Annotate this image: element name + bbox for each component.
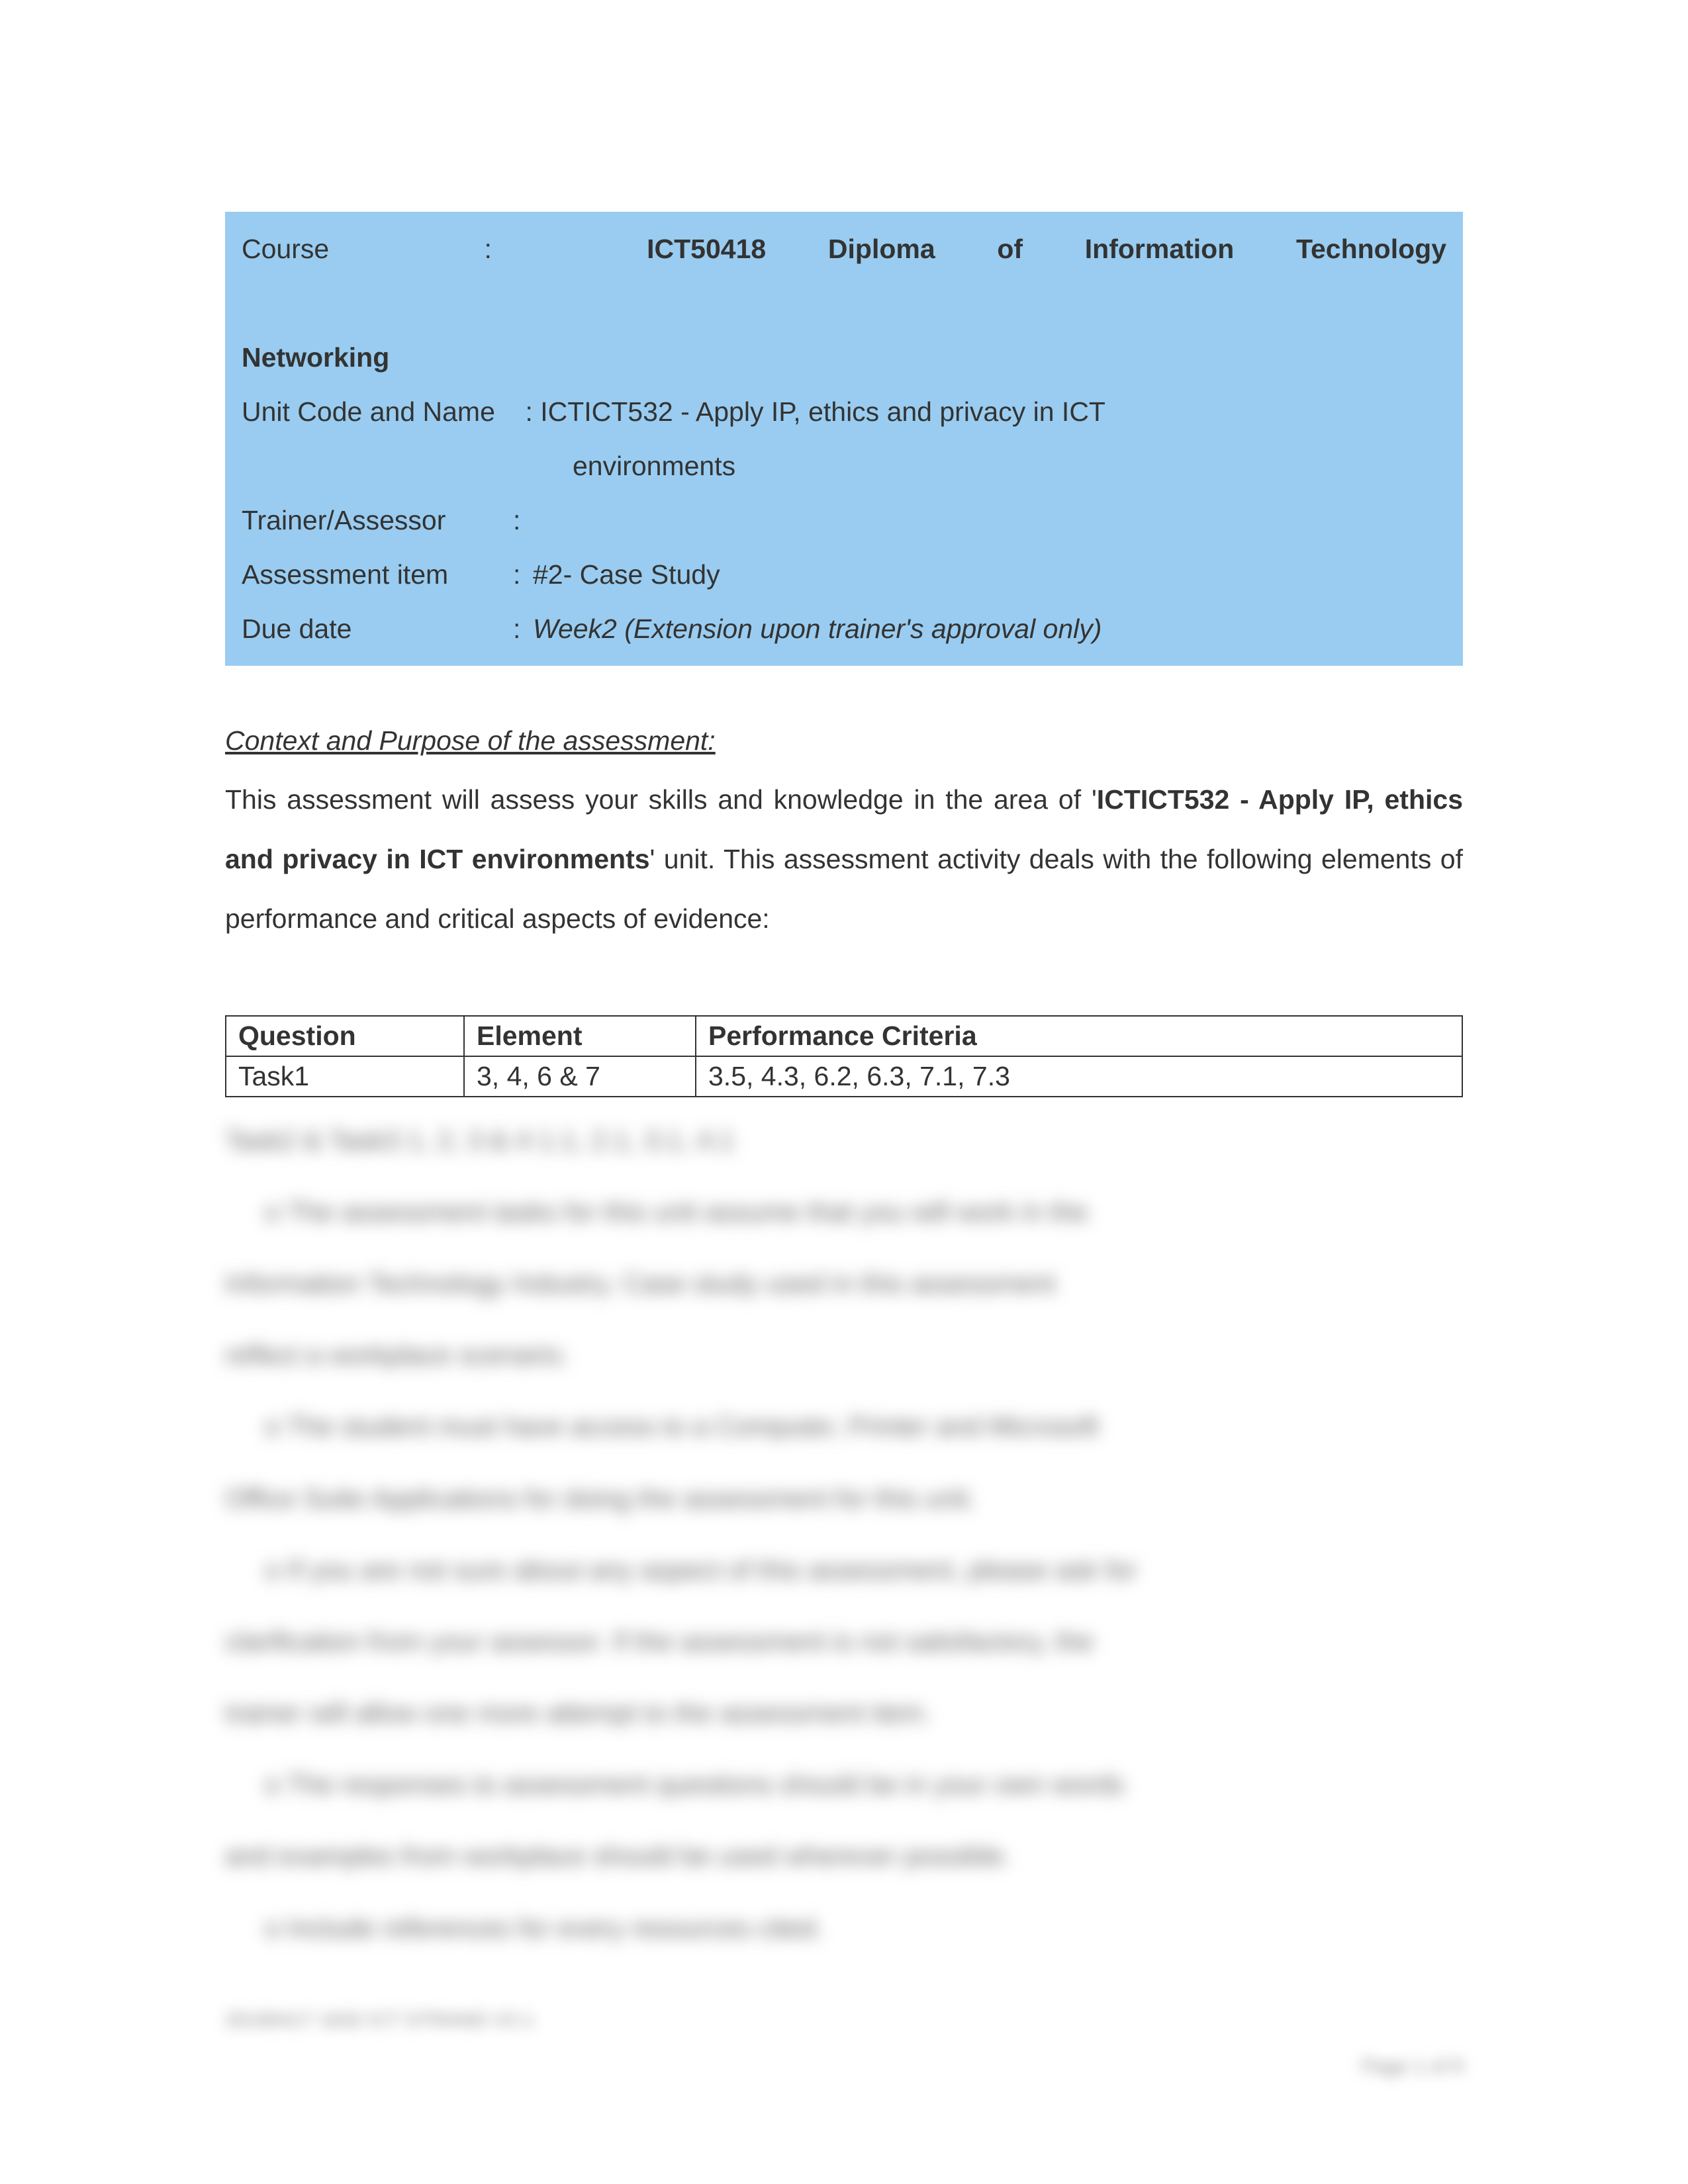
blurred-bullet: and examples from workplace should be us…: [225, 1826, 1463, 1886]
unit-row: Unit Code and Name : ICTICT532 - Apply I…: [242, 385, 1446, 439]
blurred-bullet: o The responses to assessment questions …: [225, 1754, 1463, 1814]
td-element: 3, 4, 6 & 7: [465, 1057, 696, 1096]
footer-right: Page 1 of 9: [1362, 2056, 1463, 2078]
course-info-box: Course : ICT50418 Diploma of Information…: [225, 212, 1463, 666]
assessment-value: #2- Case Study: [533, 547, 1446, 602]
unit-row-2: environments: [242, 439, 1446, 493]
blurred-content: Task2 & Task3 1, 2, 3 & 4 1.1, 2.1, 3.1,…: [225, 1111, 1463, 1958]
blurred-bullet: o The student must have access to a Comp…: [225, 1396, 1463, 1456]
blurred-bullet: reflect a workplace scenario.: [225, 1325, 1463, 1385]
blurred-bullet: Office Suite Applications for doing the …: [225, 1469, 1463, 1528]
colon-icon: :: [513, 493, 533, 547]
blurred-bullet: clarification from your assessor. If the…: [225, 1612, 1463, 1671]
blurred-bullet: o Include references for every resources…: [225, 1898, 1463, 1958]
blurred-row2: Task2 & Task3 1, 2, 3 & 4 1.1, 2.1, 3.1,…: [225, 1111, 1463, 1170]
course-value-line1: ICT50418 Diploma of Information Technolo…: [647, 234, 1446, 264]
colon-icon: :: [513, 547, 533, 602]
trainer-label: Trainer/Assessor: [242, 493, 513, 547]
footer-left: 20190417 1632 ICT STRAND V2.1: [225, 2009, 534, 2032]
blurred-bullet: trainer will allow one more attempt to t…: [225, 1683, 1463, 1743]
assessment-row: Assessment item : #2- Case Study: [242, 547, 1446, 602]
trainer-row: Trainer/Assessor :: [242, 493, 1446, 547]
blurred-bullet: Information Technology Industry. Case st…: [225, 1253, 1463, 1313]
course-label: Course: [242, 234, 329, 264]
course-row: Course : ICT50418 Diploma of Information…: [242, 222, 1446, 330]
course-value-line2: Networking: [242, 342, 389, 373]
td-perfcriteria: 3.5, 4.3, 6.2, 6.3, 7.1, 7.3: [696, 1057, 1462, 1096]
course-row-2: Networking: [242, 330, 1446, 385]
blurred-bullet: o The assessment tasks for this unit ass…: [225, 1182, 1463, 1242]
td-question: Task1: [226, 1057, 465, 1096]
th-question: Question: [226, 1017, 465, 1056]
context-body: This assessment will assess your skills …: [225, 770, 1463, 949]
unit-indent-word: environments: [573, 451, 735, 481]
assessment-label: Assessment item: [242, 547, 513, 602]
th-element: Element: [465, 1017, 696, 1056]
unit-label: Unit Code and Name: [242, 396, 495, 427]
due-row: Due date : Week2 (Extension upon trainer…: [242, 602, 1446, 656]
blurred-bullet: o If you are not sure about any aspect o…: [225, 1540, 1463, 1600]
table-row: Task1 3, 4, 6 & 7 3.5, 4.3, 6.2, 6.3, 7.…: [226, 1057, 1462, 1096]
table-header-row: Question Element Performance Criteria: [226, 1017, 1462, 1057]
context-heading: Context and Purpose of the assessment:: [225, 725, 1463, 756]
colon-icon: :: [513, 602, 533, 656]
th-perfcriteria: Performance Criteria: [696, 1017, 1462, 1056]
due-label: Due date: [242, 602, 513, 656]
criteria-table: Question Element Performance Criteria Ta…: [225, 1015, 1463, 1097]
body-pre: This assessment will assess your skills …: [225, 784, 1097, 815]
trainer-value: [533, 493, 1446, 547]
due-value: Week2 (Extension upon trainer's approval…: [533, 602, 1446, 656]
